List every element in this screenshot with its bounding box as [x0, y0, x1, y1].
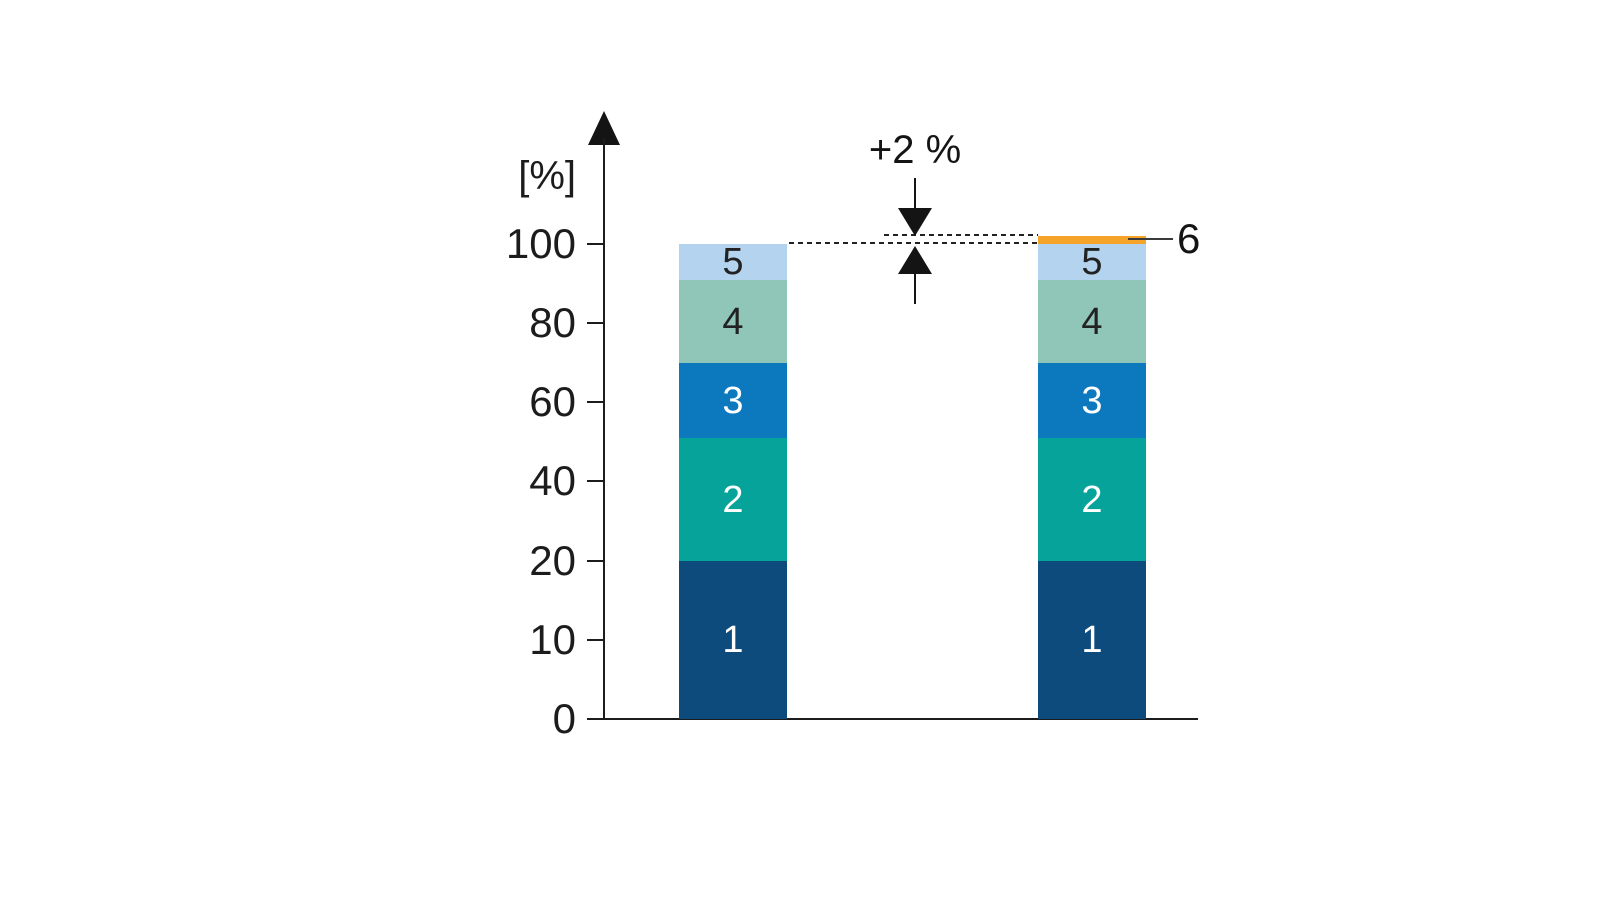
segment-label: 1	[722, 619, 744, 661]
callout-label: 6	[1177, 215, 1201, 262]
delta-arrow-upper-stem	[914, 178, 916, 208]
x-axis-baseline	[588, 718, 1198, 720]
segment-label: 3	[722, 379, 744, 422]
delta-annotation-label: +2 %	[868, 128, 962, 172]
bar-1-segment-5: 5	[679, 241, 787, 283]
y-tick-label: 0	[552, 695, 576, 742]
bar-2-segment-3: 3	[1038, 363, 1146, 438]
y-tick-mark	[587, 322, 605, 324]
y-tick-mark	[587, 401, 605, 403]
callout-connector-line	[1128, 238, 1173, 240]
bar-2-segment-2: 2	[1038, 438, 1146, 561]
bar-2-segment-4: 4	[1038, 280, 1146, 363]
bar-1-segment-2: 2	[679, 438, 787, 561]
delta-arrow-down-icon	[898, 208, 932, 236]
delta-arrow-lower-stem	[914, 274, 916, 304]
segment-label: 2	[722, 478, 744, 521]
y-tick-label: 60	[529, 378, 576, 425]
y-tick-label: 80	[529, 299, 576, 346]
reference-dashed-line-100	[789, 242, 1038, 244]
y-tick-label: 10	[529, 616, 576, 663]
segment-label: 5	[722, 241, 744, 283]
segment-label: 3	[1081, 379, 1103, 422]
segment-label: 4	[722, 300, 744, 343]
y-tick-label: 20	[529, 537, 576, 584]
bar-2-segment-6	[1038, 236, 1146, 244]
delta-arrow-up-icon	[898, 246, 932, 274]
y-tick-mark	[587, 243, 605, 245]
bar-1-segment-1: 1	[679, 561, 787, 719]
y-axis-line	[603, 138, 605, 719]
y-tick-mark	[587, 560, 605, 562]
bar-1-segment-4: 4	[679, 280, 787, 363]
segment-label: 2	[1081, 478, 1103, 521]
bar-2-segment-5: 5	[1038, 241, 1146, 283]
segment-label: 5	[1081, 241, 1103, 283]
y-tick-label: 100	[505, 220, 576, 267]
bar-1-segment-3: 3	[679, 363, 787, 438]
y-tick-label: 40	[529, 457, 576, 504]
bar-2-segment-1: 1	[1038, 561, 1146, 719]
segment-label: 1	[1081, 619, 1103, 661]
segment-label: 4	[1081, 300, 1103, 343]
reference-dashed-line-102	[884, 234, 1038, 236]
y-tick-mark	[587, 480, 605, 482]
y-tick-mark	[587, 639, 605, 641]
y-axis-unit-label: [%]	[518, 154, 576, 198]
